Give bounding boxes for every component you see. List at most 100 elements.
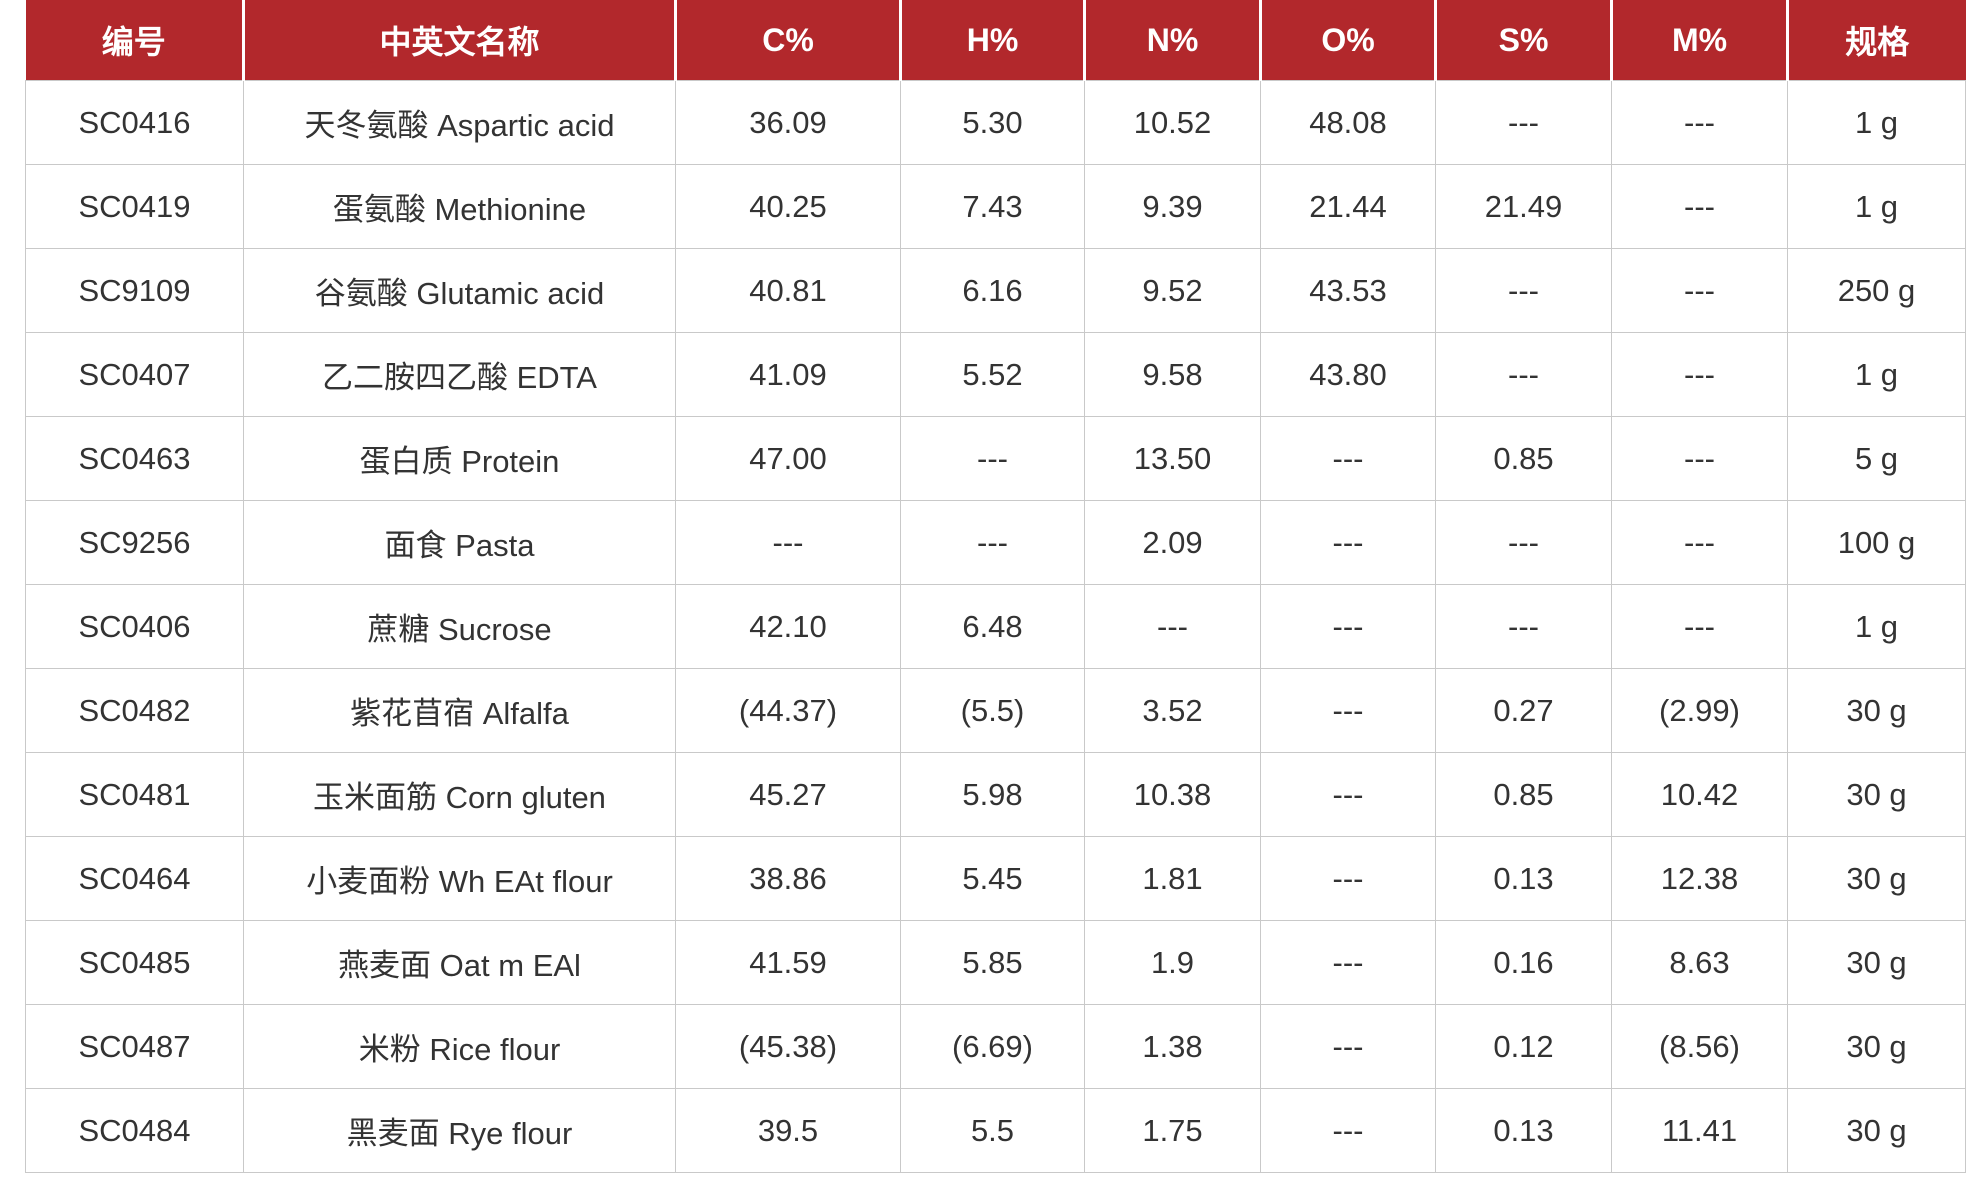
cell-carbon: 41.59 [675, 920, 901, 1005]
cell-carbon: (44.37) [675, 668, 901, 753]
cell-moisture: --- [1611, 332, 1788, 417]
cell-oxygen: 21.44 [1260, 164, 1436, 249]
cell-oxygen: --- [1260, 920, 1436, 1005]
cell-name: 紫花苜宿 Alfalfa [243, 668, 676, 753]
cell-code: SC0464 [25, 836, 244, 921]
cell-code: SC0482 [25, 668, 244, 753]
cell-carbon: 38.86 [675, 836, 901, 921]
cell-oxygen: 48.08 [1260, 80, 1436, 165]
cell-code: SC0416 [25, 80, 244, 165]
cell-carbon: 45.27 [675, 752, 901, 837]
table-row: SC0482 紫花苜宿 Alfalfa (44.37) (5.5) 3.52 --- 0.2… [25, 668, 1966, 753]
cell-moisture: (2.99) [1611, 668, 1788, 753]
cell-hydrogen: 7.43 [900, 164, 1085, 249]
cell-carbon: 40.25 [675, 164, 901, 249]
cell-spec: 250 g [1787, 248, 1966, 333]
table-row: SC0463 蛋白质 Protein 47.00 --- 13.50 --- 0.85 ---… [25, 416, 1966, 501]
cell-hydrogen: (6.69) [900, 1004, 1085, 1089]
cell-spec: 100 g [1787, 500, 1966, 585]
header-cell-sulfur: S% [1434, 0, 1613, 81]
cell-code: SC9256 [25, 500, 244, 585]
cell-spec: 1 g [1787, 584, 1966, 669]
cell-name: 蛋氨酸 Methionine [243, 164, 676, 249]
cell-sulfur: --- [1435, 332, 1612, 417]
cell-oxygen: 43.53 [1260, 248, 1436, 333]
cell-spec: 1 g [1787, 332, 1966, 417]
cell-sulfur: --- [1435, 500, 1612, 585]
cell-nitrogen: 1.38 [1084, 1004, 1261, 1089]
cell-code: SC9109 [25, 248, 244, 333]
table-row: SC9256 面食 Pasta --- --- 2.09 --- --- --- 100 g [25, 500, 1966, 585]
cell-sulfur: 0.85 [1435, 752, 1612, 837]
cell-sulfur: 0.27 [1435, 668, 1612, 753]
table-row: SC0481 玉米面筋 Corn gluten 45.27 5.98 10.38 --- 0… [25, 752, 1966, 837]
cell-spec: 30 g [1787, 668, 1966, 753]
cell-name: 蛋白质 Protein [243, 416, 676, 501]
table-row: SC9109 谷氨酸 Glutamic acid 40.81 6.16 9.52 43.5… [25, 248, 1966, 333]
cell-oxygen: --- [1260, 668, 1436, 753]
table-row: SC0487 米粉 Rice flour (45.38) (6.69) 1.38 --- 0… [25, 1004, 1966, 1089]
cell-oxygen: --- [1260, 416, 1436, 501]
cell-carbon: 47.00 [675, 416, 901, 501]
cell-code: SC0463 [25, 416, 244, 501]
cell-spec: 1 g [1787, 80, 1966, 165]
header-cell-code: 编号 [25, 0, 245, 81]
cell-spec: 30 g [1787, 836, 1966, 921]
cell-moisture: --- [1611, 584, 1788, 669]
cell-moisture: 11.41 [1611, 1088, 1788, 1173]
cell-sulfur: --- [1435, 248, 1612, 333]
cell-code: SC0481 [25, 752, 244, 837]
cell-moisture: --- [1611, 248, 1788, 333]
table-row: SC0485 燕麦面 Oat m EAl 41.59 5.85 1.9 --- 0.16 8.… [25, 920, 1966, 1005]
cell-nitrogen: 2.09 [1084, 500, 1261, 585]
cell-hydrogen: --- [900, 500, 1085, 585]
header-cell-nitrogen: N% [1083, 0, 1262, 81]
cell-hydrogen: --- [900, 416, 1085, 501]
cell-moisture: --- [1611, 500, 1788, 585]
cell-nitrogen: 1.81 [1084, 836, 1261, 921]
cell-sulfur: 0.12 [1435, 1004, 1612, 1089]
cell-code: SC0485 [25, 920, 244, 1005]
table-row: SC0484 黑麦面 Rye flour 39.5 5.5 1.75 --- 0.13 11.… [25, 1088, 1966, 1173]
cell-hydrogen: 5.85 [900, 920, 1085, 1005]
cell-sulfur: 0.16 [1435, 920, 1612, 1005]
cell-hydrogen: 5.98 [900, 752, 1085, 837]
cell-sulfur: 0.85 [1435, 416, 1612, 501]
cell-spec: 1 g [1787, 164, 1966, 249]
cell-nitrogen: 3.52 [1084, 668, 1261, 753]
cell-nitrogen: 10.52 [1084, 80, 1261, 165]
cell-oxygen: --- [1260, 584, 1436, 669]
cell-carbon: 41.09 [675, 332, 901, 417]
cell-nitrogen: 9.39 [1084, 164, 1261, 249]
cell-name: 黑麦面 Rye flour [243, 1088, 676, 1173]
cell-name: 天冬氨酸 Aspartic acid [243, 80, 676, 165]
cell-oxygen: 43.80 [1260, 332, 1436, 417]
table-row: SC0419 蛋氨酸 Methionine 40.25 7.43 9.39 21.44 21… [25, 164, 1966, 249]
cell-code: SC0407 [25, 332, 244, 417]
header-cell-carbon: C% [674, 0, 902, 81]
table-header: 编号 中英文名称 C% H% N% O% S% M% 规格 [25, 0, 1966, 81]
cell-sulfur: --- [1435, 80, 1612, 165]
cell-hydrogen: 6.48 [900, 584, 1085, 669]
cell-hydrogen: 5.5 [900, 1088, 1085, 1173]
table-row: SC0407 乙二胺四乙酸 EDTA 41.09 5.52 9.58 43.80 --- --… [25, 332, 1966, 417]
element-analysis-table-container: 编号 中英文名称 C% H% N% O% S% M% 规格 SC0416 天冬氨酸… [25, 0, 1966, 1173]
cell-hydrogen: 5.52 [900, 332, 1085, 417]
cell-nitrogen: --- [1084, 584, 1261, 669]
element-analysis-table: 编号 中英文名称 C% H% N% O% S% M% 规格 SC0416 天冬氨酸… [25, 0, 1966, 1173]
cell-sulfur: 21.49 [1435, 164, 1612, 249]
cell-code: SC0487 [25, 1004, 244, 1089]
cell-name: 蔗糖 Sucrose [243, 584, 676, 669]
cell-carbon: --- [675, 500, 901, 585]
cell-nitrogen: 9.52 [1084, 248, 1261, 333]
cell-name: 谷氨酸 Glutamic acid [243, 248, 676, 333]
cell-nitrogen: 13.50 [1084, 416, 1261, 501]
table-row: SC0416 天冬氨酸 Aspartic acid 36.09 5.30 10.52 48… [25, 80, 1966, 165]
cell-hydrogen: (5.5) [900, 668, 1085, 753]
cell-nitrogen: 10.38 [1084, 752, 1261, 837]
cell-spec: 30 g [1787, 920, 1966, 1005]
cell-moisture: --- [1611, 80, 1788, 165]
cell-name: 燕麦面 Oat m EAl [243, 920, 676, 1005]
header-cell-moisture: M% [1610, 0, 1789, 81]
cell-code: SC0419 [25, 164, 244, 249]
